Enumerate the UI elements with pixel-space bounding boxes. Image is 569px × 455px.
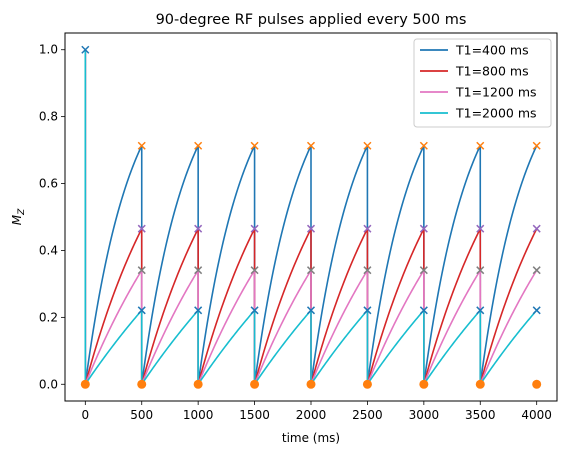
zero-marker [306,379,316,389]
x-marker [306,224,316,233]
x-marker [363,224,372,233]
y-tick-label: 0.6 [39,177,58,191]
x-tick-label: 2500 [352,408,383,422]
x-marker [194,141,203,150]
x-marker [194,224,203,233]
legend-label: T1=800 ms [455,64,529,79]
x-marker [419,306,428,315]
zero-marker [250,379,260,389]
x-marker [137,266,146,275]
x-marker [476,224,485,233]
zero-marker [80,379,90,389]
x-marker [476,266,485,275]
x-tick-label: 4000 [521,408,552,422]
x-tick-label: 0 [81,408,89,422]
zero-marker [137,379,147,389]
y-axis-ticks: 0.0 0.2 0.4 0.6 0.8 1.0 [39,43,65,391]
x-marker [532,224,541,233]
x-marker [250,266,259,275]
legend-box [413,38,552,128]
y-tick-label: 0.8 [39,110,58,124]
x-marker [250,224,259,233]
y-tick-label: 0.0 [39,377,58,391]
zero-marker [362,379,372,389]
x-marker [419,266,428,275]
x-marker [363,141,372,150]
legend-label: T1=400 ms [455,43,529,58]
y-axis-label-main: M [10,214,24,225]
x-tick-label: 1000 [183,408,214,422]
x-marker [306,141,316,150]
x-tick-label: 3000 [409,408,440,422]
legend: T1=400 ms T1=800 ms T1=1200 ms T1=2000 ms [413,38,552,128]
x-marker [137,141,146,150]
zero-marker [193,379,203,389]
x-marker [363,306,372,315]
zero-marker [419,379,429,389]
x-marker [306,266,316,275]
x-marker [476,306,485,315]
x-marker [532,306,541,315]
x-tick-label: 500 [130,408,153,422]
marker-layer [80,45,542,389]
zero-marker [475,379,485,389]
y-axis-label-sub: Z [17,208,27,216]
y-tick-label: 0.4 [39,243,58,257]
x-marker [250,306,259,315]
y-tick-label: 0.2 [39,310,58,324]
x-tick-label: 1500 [239,408,270,422]
legend-label: T1=2000 ms [455,106,537,121]
zero-marker [532,379,542,389]
x-marker [250,141,259,150]
x-marker [363,266,372,275]
x-tick-label: 3500 [465,408,496,422]
y-tick-label: 1.0 [39,43,58,57]
y-axis-label: MZ [10,208,27,225]
x-marker [476,141,485,150]
chart-title: 90-degree RF pulses applied every 500 ms [156,12,467,28]
legend-entries: T1=400 ms T1=800 ms T1=1200 ms T1=2000 ms [420,43,537,121]
x-marker [194,306,203,315]
x-axis-ticks: 0 500 1000 1500 2000 2500 3000 3500 4000 [81,401,552,422]
legend-label: T1=1200 ms [455,85,537,100]
x-marker [81,45,90,54]
x-marker [137,306,146,315]
x-marker [419,141,428,150]
x-marker [137,224,146,233]
x-marker [194,266,203,275]
x-marker [532,266,541,275]
x-marker [532,141,541,150]
x-tick-label: 2000 [296,408,327,422]
x-marker [306,306,316,315]
x-marker [419,224,428,233]
x-axis-label: time (ms) [282,431,340,445]
